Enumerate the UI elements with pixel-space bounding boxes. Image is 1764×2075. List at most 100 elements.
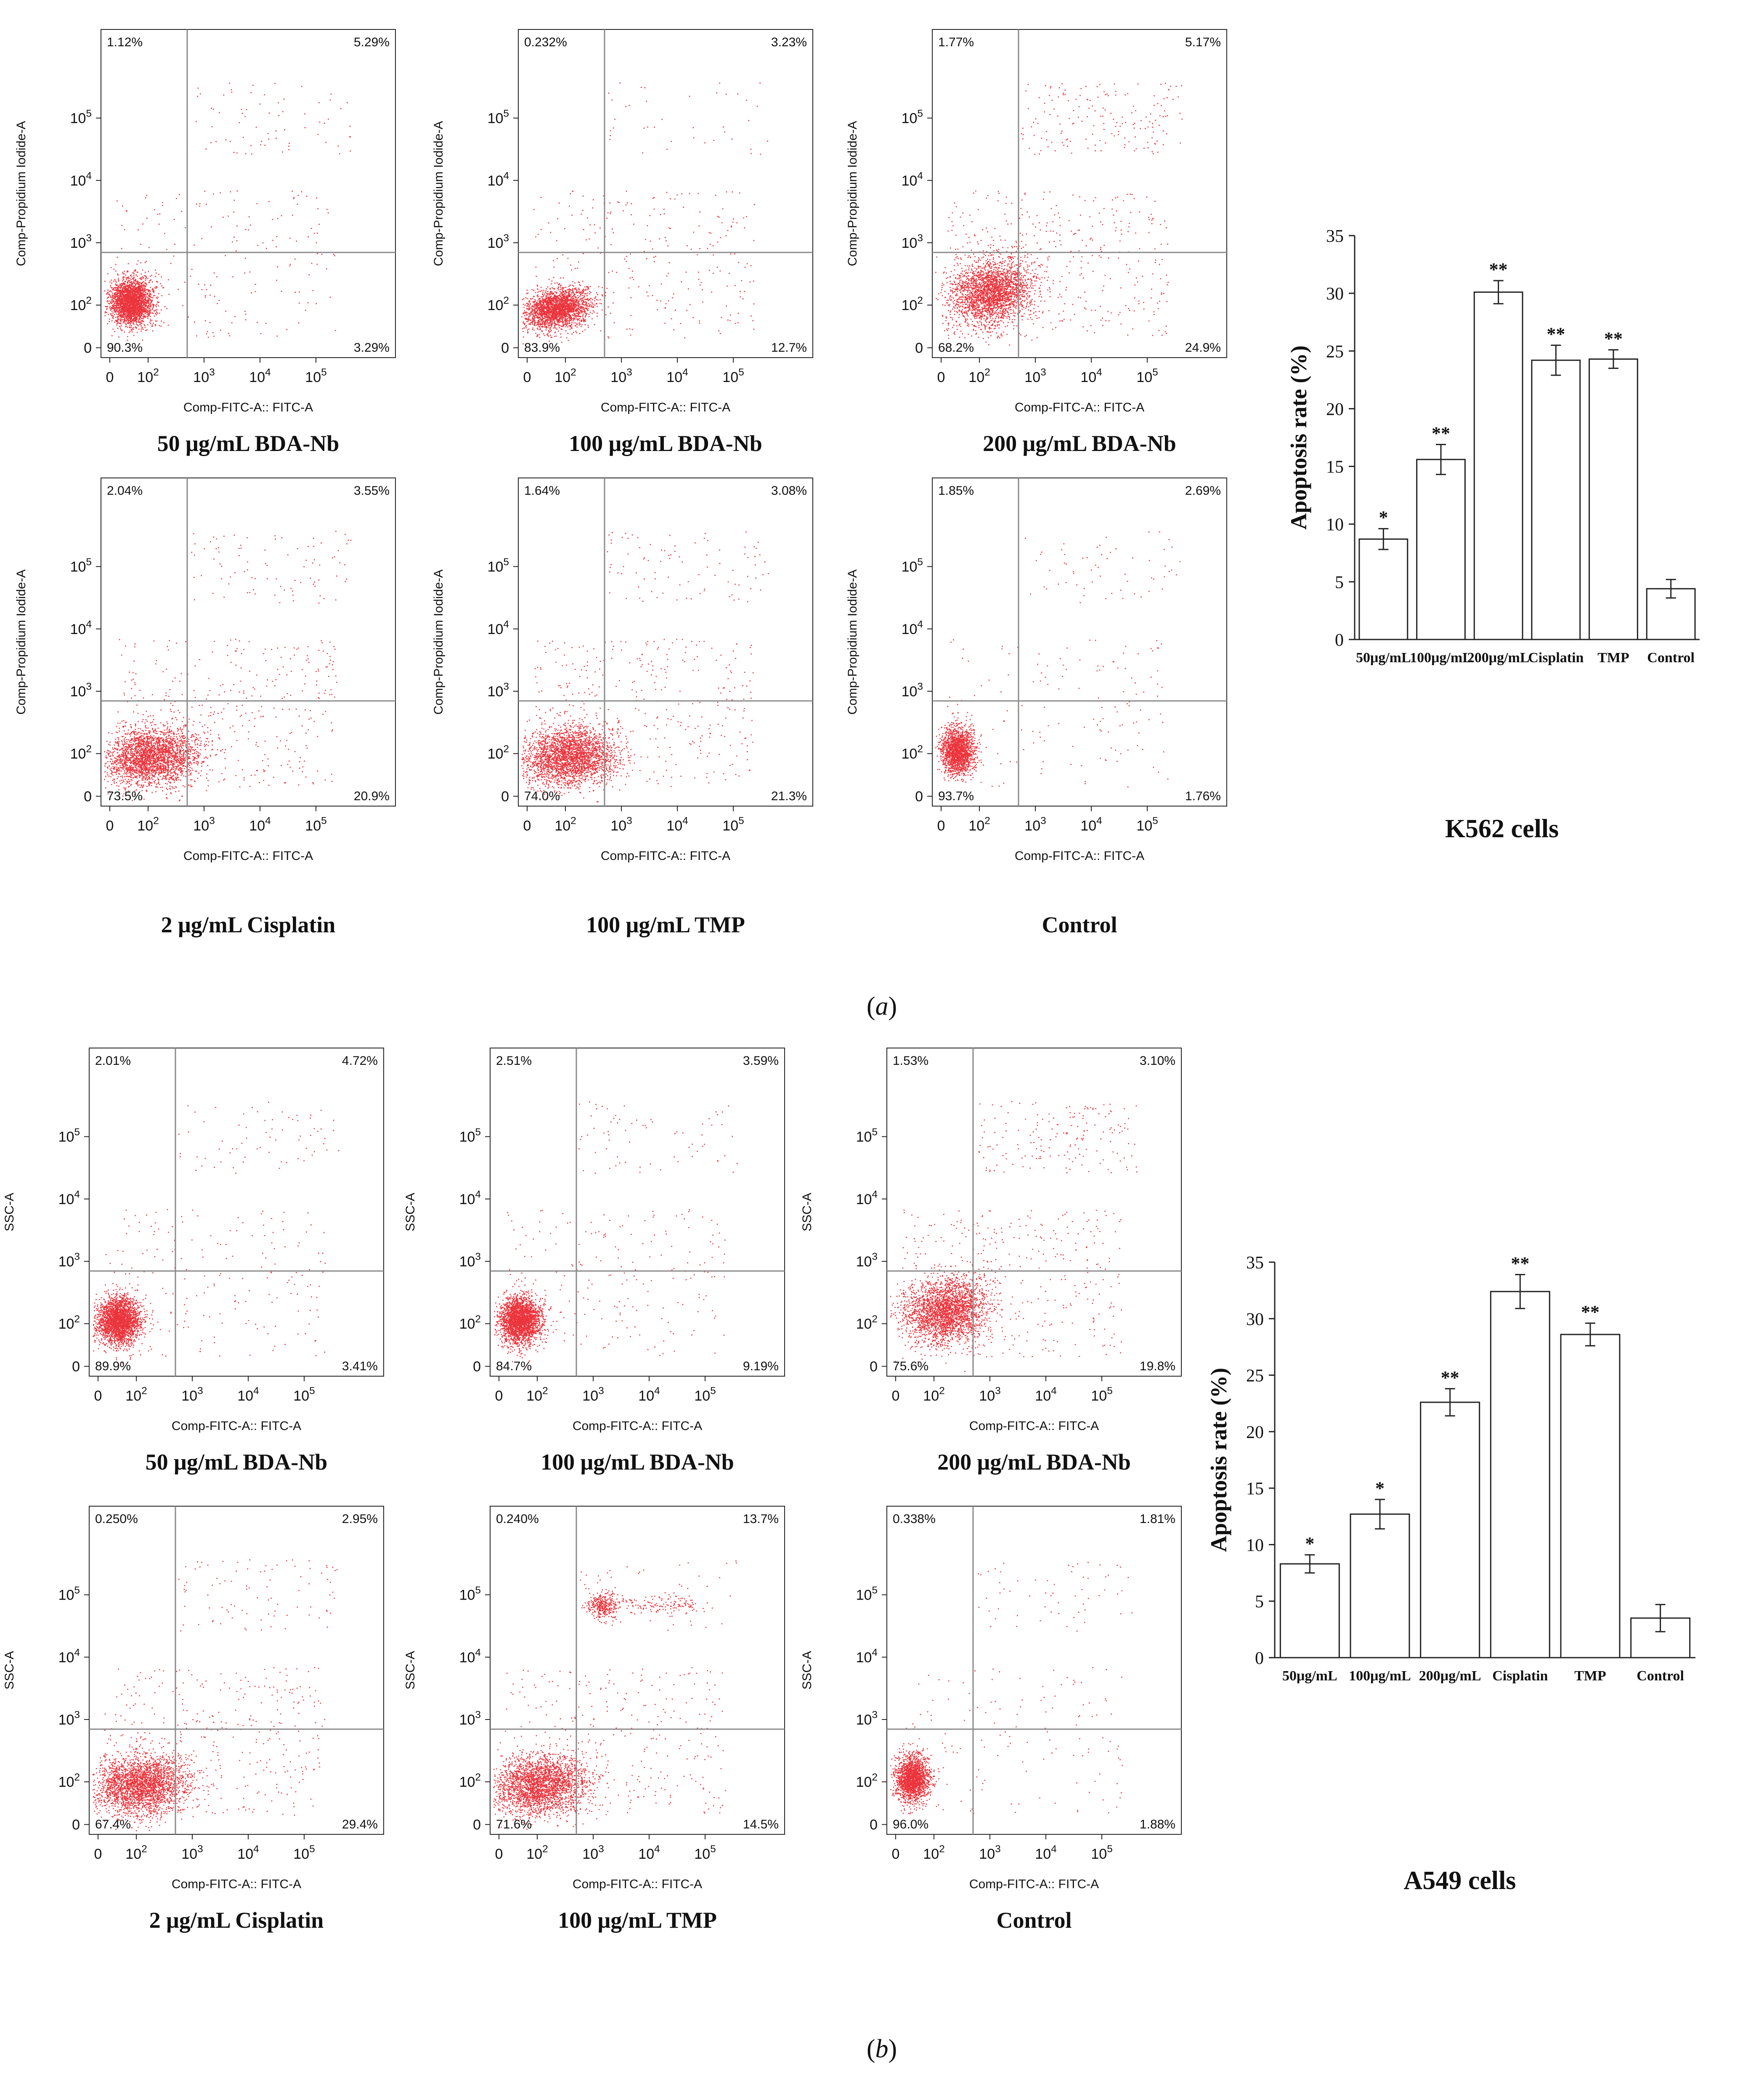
y-tick-label: 25	[1326, 342, 1344, 361]
x-tick-label: 0	[106, 818, 114, 834]
y-tick-label: 0	[473, 1359, 481, 1375]
y-tick-label: 102	[856, 1313, 878, 1332]
quadrant-upper-right: 3.55%	[354, 484, 390, 498]
y-tick-label: 103	[459, 1709, 481, 1728]
category-label: Control	[1637, 1668, 1684, 1684]
y-tick-label: 104	[488, 170, 509, 189]
y-tick-label: 104	[58, 1189, 80, 1207]
x-axis-label: Comp-FITC-A:: FITC-A	[601, 401, 730, 414]
x-tick-label: 103	[181, 1844, 203, 1862]
y-tick-label: 30	[1246, 1310, 1264, 1329]
significance-marker: **	[1604, 329, 1623, 349]
plot-caption: Control	[996, 1908, 1072, 1933]
quadrant-lower-right: 1.76%	[1185, 789, 1221, 803]
quadrant-upper-right: 3.59%	[743, 1054, 779, 1068]
y-tick-label: 35	[1326, 227, 1344, 246]
y-tick-label: 102	[70, 743, 92, 762]
category-label: 50μg/mL	[1282, 1668, 1337, 1684]
category-label: 100μg/mL	[1410, 650, 1472, 666]
y-axis-label: Comp-Propidium Iodide-A	[846, 121, 859, 266]
x-tick-label: 0	[523, 818, 531, 834]
category-label: 200μg/mL	[1467, 650, 1530, 666]
x-axis-label: Comp-FITC-A:: FITC-A	[172, 1419, 301, 1433]
quadrant-lower-left: 71.6%	[496, 1818, 532, 1831]
y-tick-label: 105	[488, 108, 509, 126]
y-tick-label: 103	[70, 681, 92, 700]
x-tick-label: 102	[968, 815, 990, 834]
x-tick-label: 103	[610, 367, 632, 385]
flow-plot-3: 2.04% 3.55% 73.5% 20.9% 0 102 103 104 105 0 102 103…	[14, 478, 396, 937]
y-tick-label: 103	[58, 1251, 80, 1270]
y-tick-label: 103	[459, 1251, 481, 1270]
y-axis-label: SSC-A	[403, 1193, 417, 1231]
y-axis-label: SSC-A	[800, 1651, 814, 1690]
quadrant-upper-right: 5.17%	[1185, 35, 1221, 49]
quadrant-lower-right: 20.9%	[354, 789, 390, 803]
quadrant-upper-left: 0.338%	[893, 1512, 936, 1526]
x-tick-label: 104	[237, 1844, 259, 1862]
significance-marker: **	[1489, 259, 1508, 280]
x-tick-label: 105	[1091, 1844, 1112, 1862]
x-tick-label: 0	[495, 1846, 503, 1862]
flow-plot-11: 0.240% 13.7% 71.6% 14.5% 0 102 103 104 105 0 102 10…	[403, 1506, 785, 1933]
plot-caption: 50 μg/mL BDA-Nb	[146, 1449, 328, 1475]
significance-marker: **	[1511, 1253, 1529, 1274]
y-tick-label: 25	[1246, 1367, 1264, 1386]
plot-frame	[518, 478, 813, 807]
y-tick-label: 0	[72, 1359, 80, 1375]
quadrant-lower-right: 3.29%	[354, 341, 390, 355]
category-label: Cisplatin	[1528, 650, 1584, 666]
x-axis-label: Comp-FITC-A:: FITC-A	[183, 849, 313, 863]
bar	[1350, 1513, 1410, 1658]
y-tick-label: 104	[488, 619, 509, 637]
x-tick-label: 103	[193, 367, 215, 385]
y-tick-label: 10	[1246, 1536, 1264, 1555]
plot-frame	[932, 29, 1227, 358]
quadrant-lower-right: 9.19%	[743, 1359, 779, 1373]
y-tick-label: 103	[70, 233, 92, 251]
bar	[1560, 1334, 1621, 1658]
x-tick-label: 0	[937, 369, 945, 385]
plot-frame	[101, 29, 396, 358]
y-tick-label: 102	[856, 1772, 878, 1790]
x-tick-label: 0	[523, 369, 531, 385]
x-tick-label: 105	[722, 367, 744, 385]
quadrant-upper-right: 3.23%	[771, 35, 807, 49]
category-label: Cisplatin	[1492, 1668, 1548, 1684]
x-tick-label: 104	[1035, 1844, 1056, 1862]
flow-plot-7: 2.01% 4.72% 89.9% 3.41% 0 102 103 104 105 0 102 103…	[3, 1048, 384, 1475]
panel-label-a: (a)	[867, 992, 897, 1021]
plot-caption: 2 μg/mL Cisplatin	[149, 1908, 324, 1933]
category-label: 200μg/mL	[1419, 1668, 1481, 1684]
quadrant-lower-left: 93.7%	[938, 789, 974, 803]
x-tick-label: 0	[94, 1388, 102, 1404]
quadrant-upper-right: 4.72%	[342, 1054, 378, 1068]
event-dots	[93, 1101, 340, 1364]
plot-caption: 2 μg/mL Cisplatin	[161, 912, 336, 937]
plot-caption: 200 μg/mL BDA-Nb	[937, 1449, 1131, 1475]
y-tick-label: 105	[856, 1584, 878, 1603]
y-tick-label: 103	[58, 1709, 80, 1728]
flow-plot-8: 2.51% 3.59% 84.7% 9.19% 0 102 103 104 105 0 102 103…	[403, 1048, 785, 1475]
x-tick-label: 102	[137, 367, 159, 385]
panel-label-b: (b)	[867, 2035, 897, 2063]
quadrant-lower-left: 67.4%	[95, 1818, 131, 1831]
x-tick-label: 105	[1091, 1385, 1112, 1404]
chart-caption: K562 cells	[1445, 815, 1559, 843]
significance-marker: *	[1379, 507, 1388, 528]
flow-plot-4: 1.64% 3.08% 74.0% 21.3% 0 102 103 104 105 0 102 103…	[432, 478, 813, 937]
y-tick-label: 0	[870, 1359, 878, 1375]
quadrant-upper-left: 1.12%	[107, 35, 143, 49]
significance-marker: *	[1375, 1478, 1385, 1499]
y-axis-label: SSC-A	[800, 1193, 814, 1231]
quadrant-lower-left: 73.5%	[107, 789, 143, 803]
y-tick-label: 102	[459, 1772, 481, 1790]
quadrant-lower-right: 14.5%	[743, 1818, 779, 1831]
y-tick-label: 105	[58, 1584, 80, 1603]
quadrant-lower-left: 90.3%	[107, 341, 143, 355]
y-tick-label: 102	[58, 1313, 80, 1332]
category-label: 100μg/mL	[1349, 1668, 1411, 1684]
y-tick-label: 104	[856, 1189, 878, 1207]
category-label: Control	[1647, 650, 1695, 666]
